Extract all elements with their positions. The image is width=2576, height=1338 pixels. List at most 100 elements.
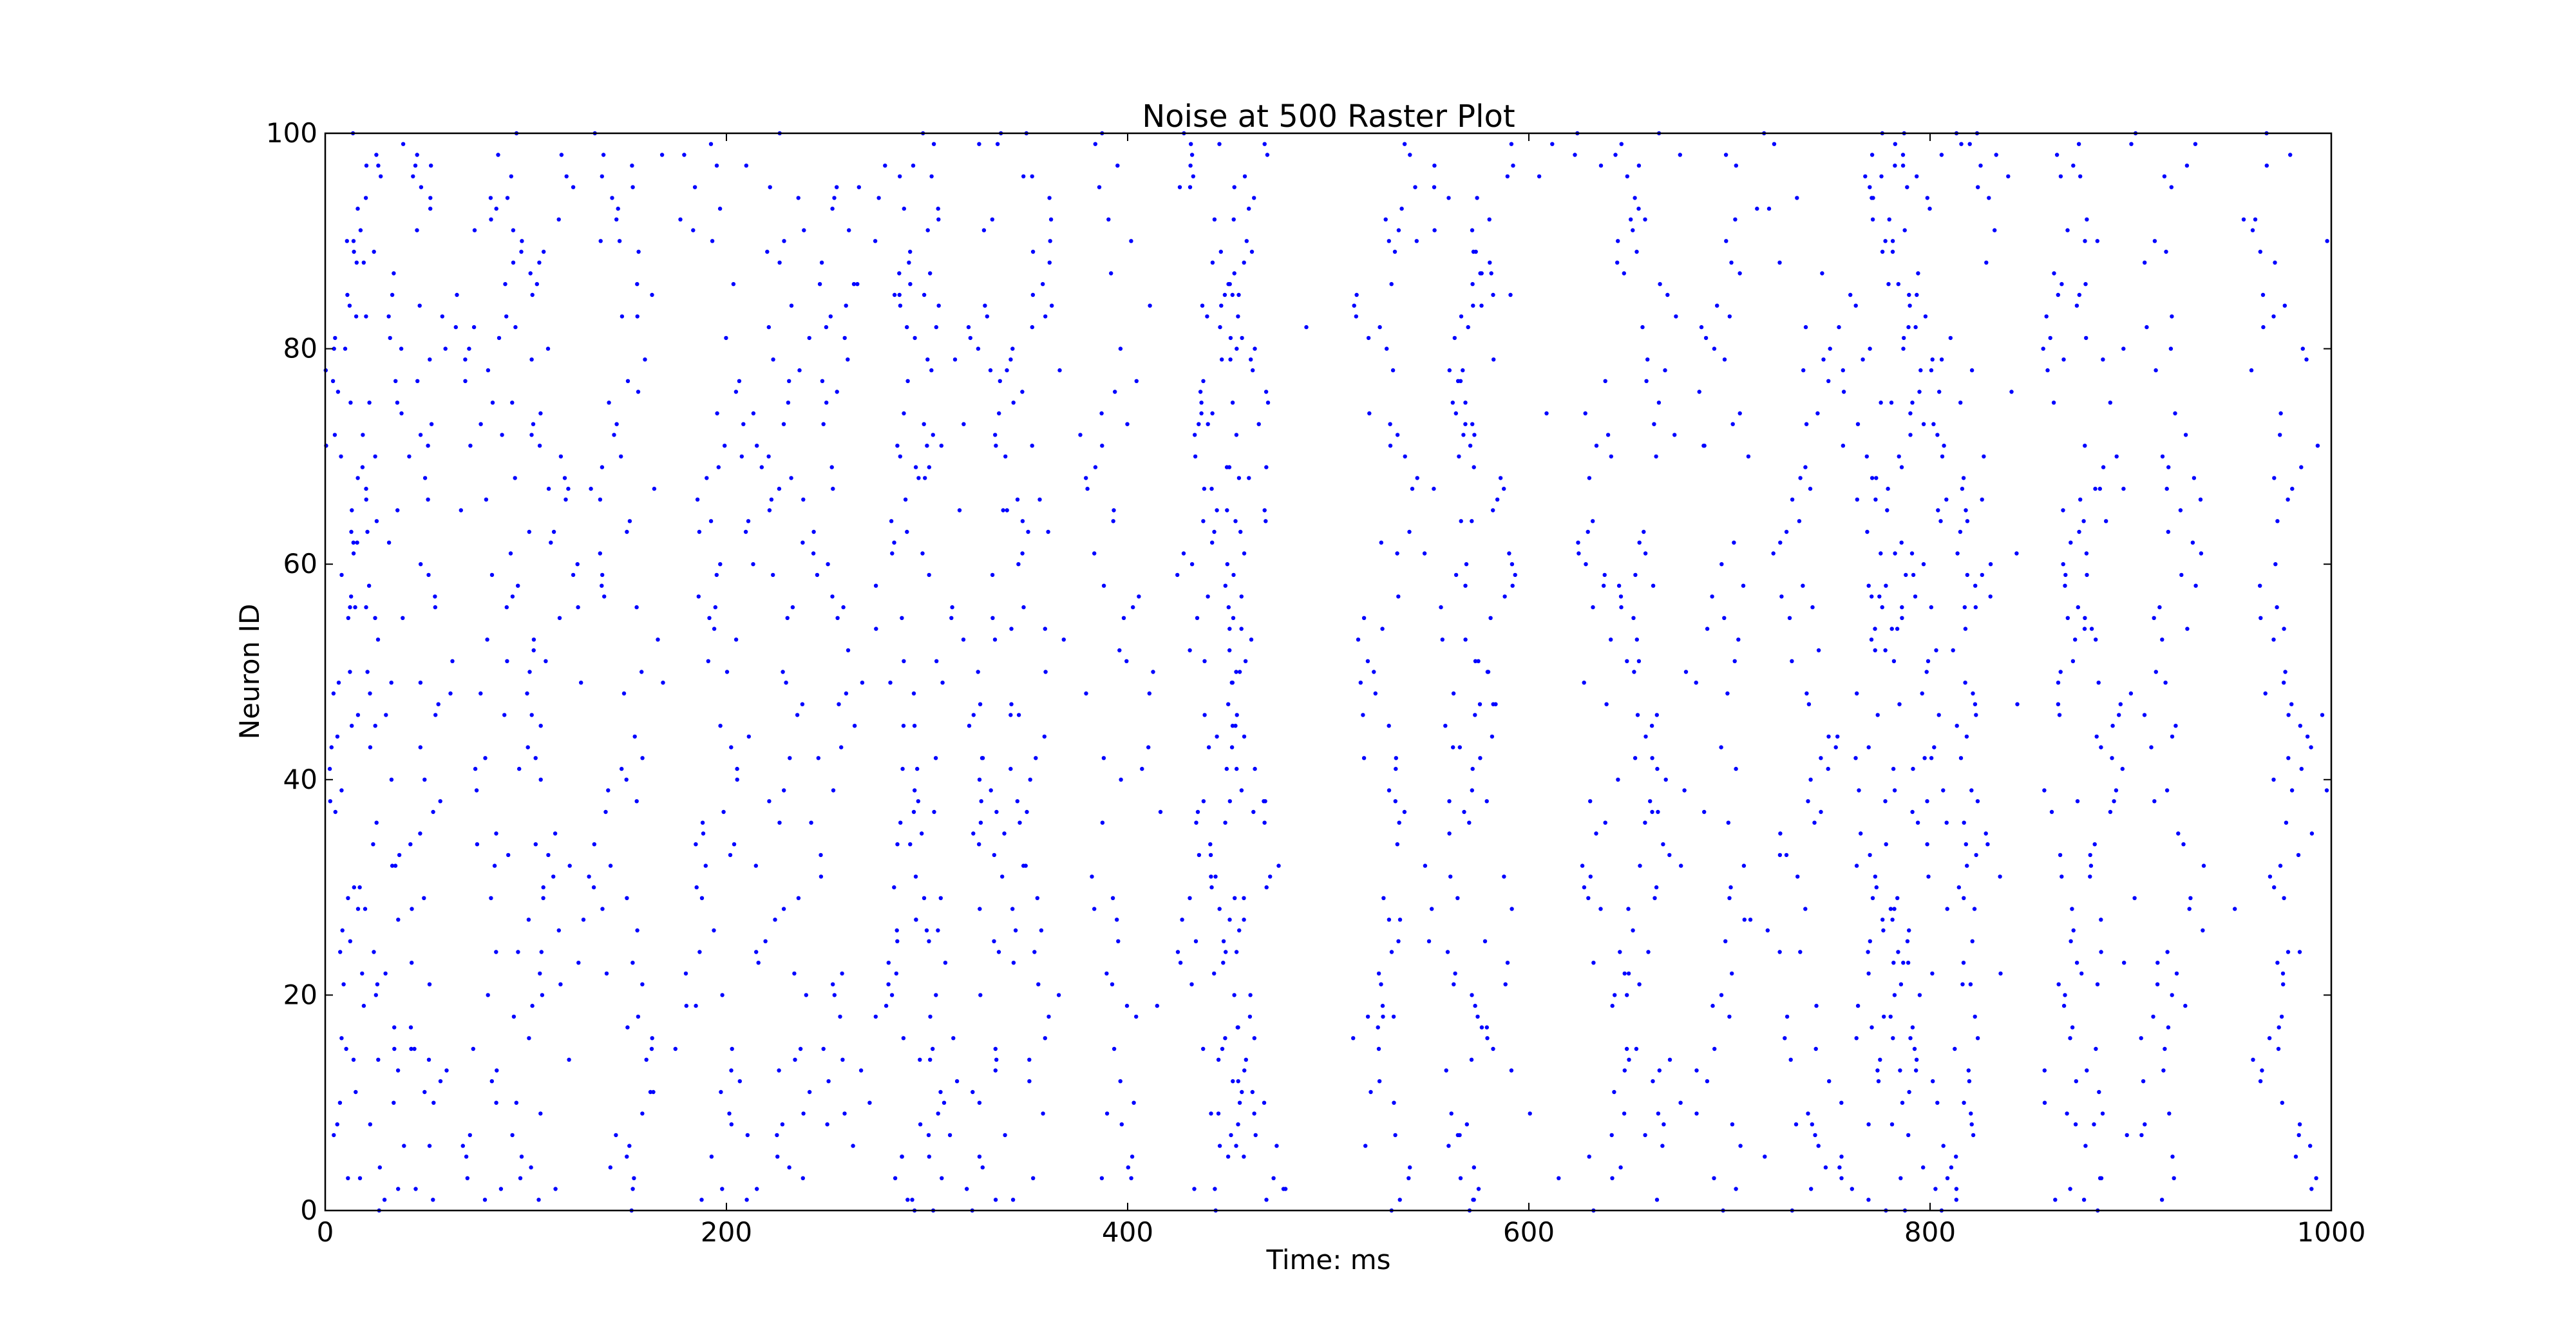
spike-point bbox=[1023, 863, 1028, 868]
spike-point bbox=[2250, 228, 2255, 232]
spike-point bbox=[1248, 993, 1253, 997]
spike-point bbox=[928, 1057, 933, 1062]
spike-point bbox=[1914, 1068, 1918, 1073]
spike-point bbox=[1859, 831, 1863, 836]
spike-point bbox=[1508, 292, 1513, 297]
spike-point bbox=[1448, 874, 1453, 879]
spike-point bbox=[436, 702, 440, 706]
spike-point bbox=[858, 1068, 864, 1073]
spike-point bbox=[2094, 1046, 2098, 1051]
spike-point bbox=[2061, 357, 2066, 362]
spike-point bbox=[2058, 670, 2063, 674]
spike-point bbox=[918, 1057, 922, 1062]
spike-point bbox=[1888, 1014, 1893, 1019]
spike-point bbox=[1736, 637, 1741, 642]
spike-point bbox=[495, 1068, 499, 1073]
spike-point bbox=[922, 896, 927, 901]
spike-point bbox=[927, 572, 931, 578]
spike-point bbox=[824, 400, 829, 405]
spike-point bbox=[429, 422, 434, 426]
spike-point bbox=[426, 572, 431, 578]
spike-point bbox=[1470, 519, 1474, 523]
spike-point bbox=[1598, 907, 1603, 911]
spike-point bbox=[2259, 616, 2263, 620]
spike-point bbox=[367, 400, 372, 405]
spike-point bbox=[1960, 486, 1965, 491]
spike-point bbox=[2125, 1133, 2129, 1138]
spike-point bbox=[993, 1198, 998, 1202]
spike-point bbox=[1879, 551, 1883, 556]
spike-point bbox=[1771, 551, 1776, 556]
spike-point bbox=[1619, 605, 1624, 610]
spike-point bbox=[1034, 756, 1038, 760]
spike-point bbox=[510, 400, 515, 405]
spike-point bbox=[743, 529, 748, 534]
spike-point bbox=[1472, 433, 1477, 437]
spike-point bbox=[1819, 756, 1823, 760]
spike-point bbox=[419, 562, 423, 567]
spike-point bbox=[978, 993, 983, 997]
spike-point bbox=[426, 444, 430, 448]
spike-point bbox=[2320, 713, 2325, 717]
spike-point bbox=[1797, 519, 1802, 523]
spike-point bbox=[1009, 357, 1013, 362]
spike-point bbox=[1201, 799, 1206, 804]
spike-point bbox=[1602, 572, 1607, 578]
spike-point bbox=[1806, 1111, 1810, 1116]
spike-point bbox=[511, 1014, 516, 1019]
spike-point bbox=[1826, 766, 1830, 771]
spike-point bbox=[614, 217, 619, 221]
spike-point bbox=[1976, 185, 1980, 189]
spike-point bbox=[328, 799, 332, 804]
spike-point bbox=[873, 1014, 878, 1019]
spike-point bbox=[1810, 1122, 1814, 1127]
spike-point bbox=[486, 368, 491, 373]
spike-point bbox=[1893, 142, 1897, 146]
spike-point bbox=[976, 670, 980, 674]
spike-point bbox=[1009, 627, 1014, 631]
spike-point bbox=[1868, 346, 1872, 351]
spike-point bbox=[1510, 907, 1514, 911]
spike-point bbox=[1929, 756, 1934, 760]
spike-point bbox=[542, 249, 546, 254]
spike-point bbox=[1223, 583, 1228, 588]
spike-point bbox=[1949, 1165, 1954, 1170]
spike-point bbox=[1447, 831, 1452, 836]
spike-point bbox=[901, 724, 906, 728]
spike-point bbox=[1651, 1079, 1655, 1084]
spike-point bbox=[1661, 842, 1665, 847]
spike-point bbox=[2249, 368, 2254, 373]
spike-point bbox=[1234, 1144, 1238, 1148]
spike-point bbox=[1175, 572, 1180, 578]
spike-point bbox=[1191, 174, 1196, 179]
spike-point bbox=[1463, 583, 1468, 588]
spike-point bbox=[1855, 497, 1859, 502]
spike-point bbox=[551, 874, 556, 879]
spike-point bbox=[2160, 454, 2165, 459]
spike-point bbox=[908, 842, 913, 847]
spike-point bbox=[1304, 325, 1309, 330]
spike-point bbox=[614, 422, 619, 426]
spike-point bbox=[892, 292, 897, 297]
spike-point bbox=[1199, 411, 1204, 416]
spike-point bbox=[350, 724, 354, 728]
spike-point bbox=[1229, 681, 1235, 685]
spike-point bbox=[789, 476, 793, 480]
spike-point bbox=[1470, 228, 1475, 232]
spike-point bbox=[2071, 164, 2076, 168]
spike-point bbox=[2074, 1079, 2078, 1084]
spike-point bbox=[1084, 691, 1088, 696]
spike-point bbox=[1471, 1198, 1475, 1202]
spike-point bbox=[893, 1176, 898, 1181]
spike-point bbox=[826, 562, 830, 567]
spike-point bbox=[901, 1036, 906, 1041]
spike-point bbox=[1908, 1036, 1913, 1041]
spike-point bbox=[1915, 174, 1919, 179]
spike-point bbox=[2042, 1100, 2047, 1105]
spike-point bbox=[1235, 713, 1239, 717]
spike-point bbox=[1000, 874, 1005, 879]
spike-point bbox=[2081, 519, 2086, 523]
spike-point bbox=[382, 1198, 387, 1202]
spike-point bbox=[1473, 713, 1477, 717]
spike-point bbox=[1470, 422, 1475, 426]
